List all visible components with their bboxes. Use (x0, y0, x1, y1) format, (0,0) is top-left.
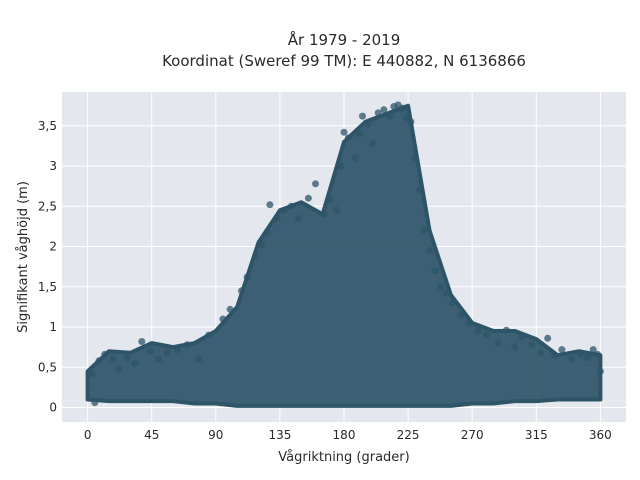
chart-title: År 1979 - 2019 (288, 30, 401, 49)
x-tick-label: 45 (144, 428, 159, 442)
x-tick-label: 180 (333, 428, 356, 442)
data-point (551, 351, 559, 359)
data-point (356, 130, 364, 138)
data-point (163, 349, 171, 357)
y-tick-label: 1 (49, 320, 57, 334)
data-point (173, 346, 181, 354)
data-point (386, 112, 394, 120)
data-point (266, 201, 274, 209)
x-tick-label: 270 (461, 428, 484, 442)
y-tick-label: 0 (49, 401, 57, 415)
data-point (146, 347, 154, 355)
data-point (407, 118, 415, 126)
data-point (528, 341, 536, 349)
y-axis-ticks: 0 0,5 1 1,5 2 2,5 3 3,5 (38, 119, 57, 415)
data-point (359, 112, 366, 120)
data-point (518, 333, 526, 341)
data-point (431, 267, 439, 275)
data-point (364, 120, 372, 128)
data-point (465, 319, 473, 327)
data-point (294, 214, 302, 222)
data-point (95, 357, 103, 365)
data-point (340, 128, 348, 136)
chart-subtitle: Koordinat (Sweref 99 TM): E 440882, N 61… (162, 52, 526, 70)
data-point (584, 354, 591, 362)
data-point (576, 350, 584, 358)
data-point (226, 305, 234, 313)
y-tick-label: 3,5 (38, 119, 57, 133)
data-point (257, 241, 265, 249)
x-tick-label: 360 (589, 428, 612, 442)
data-point (374, 109, 382, 117)
data-point (195, 355, 203, 363)
data-point (416, 186, 423, 194)
data-point (138, 338, 146, 345)
data-point (326, 196, 334, 204)
data-point (131, 359, 139, 367)
x-tick-label: 135 (268, 428, 291, 442)
data-point (238, 287, 245, 295)
data-point (109, 355, 117, 363)
data-point (369, 140, 376, 147)
data-point (443, 289, 450, 297)
data-point (502, 326, 510, 334)
data-point (589, 346, 597, 354)
data-point (337, 162, 345, 170)
data-point (558, 346, 566, 354)
data-point (537, 349, 544, 357)
x-tick-label: 90 (208, 428, 223, 442)
data-point (243, 273, 251, 281)
y-tick-label: 3 (49, 159, 57, 173)
data-point (273, 214, 281, 222)
data-point (426, 247, 433, 255)
data-point (219, 315, 227, 323)
data-point (344, 134, 352, 142)
data-point (304, 194, 312, 202)
x-axis-ticks: 0 45 90 135 180 225 270 315 360 (84, 428, 612, 442)
data-point (448, 299, 456, 307)
data-point (420, 226, 428, 234)
x-tick-label: 0 (84, 428, 92, 442)
data-point (437, 283, 445, 291)
y-tick-label: 1,5 (38, 280, 57, 294)
data-point (596, 367, 604, 375)
data-point (320, 210, 328, 218)
data-point (252, 252, 260, 260)
data-point (88, 370, 96, 378)
data-point (91, 399, 99, 407)
data-points (88, 101, 604, 407)
data-point (457, 311, 465, 319)
data-point (312, 180, 319, 188)
data-point (115, 365, 123, 373)
data-point (494, 339, 502, 347)
data-point (101, 350, 109, 358)
data-point (351, 154, 359, 162)
data-point (124, 354, 131, 362)
data-point (183, 341, 191, 349)
y-tick-label: 2 (49, 240, 57, 254)
data-point (544, 334, 552, 342)
x-axis-label: Vågriktning (grader) (278, 450, 409, 465)
data-point (333, 206, 341, 214)
data-point (155, 355, 163, 363)
y-tick-label: 0,5 (38, 360, 57, 374)
x-tick-label: 225 (397, 428, 420, 442)
data-point (380, 106, 388, 114)
data-point (280, 206, 288, 214)
y-axis-label: Signifikant våghöjd (m) (16, 181, 31, 333)
data-point (482, 331, 490, 339)
data-point (398, 104, 406, 112)
data-point (263, 228, 271, 236)
data-point (568, 355, 576, 363)
data-point (511, 343, 519, 351)
data-point (411, 154, 419, 162)
data-point (205, 331, 213, 339)
data-point (474, 327, 482, 335)
data-point (594, 350, 601, 358)
x-tick-label: 315 (525, 428, 548, 442)
data-point (287, 202, 295, 210)
y-tick-label: 2,5 (38, 199, 57, 213)
